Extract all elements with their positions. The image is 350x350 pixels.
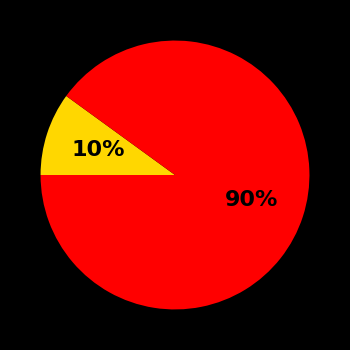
Wedge shape [41,96,175,175]
Text: 90%: 90% [225,190,278,210]
Text: 10%: 10% [71,140,125,160]
Wedge shape [41,41,309,309]
